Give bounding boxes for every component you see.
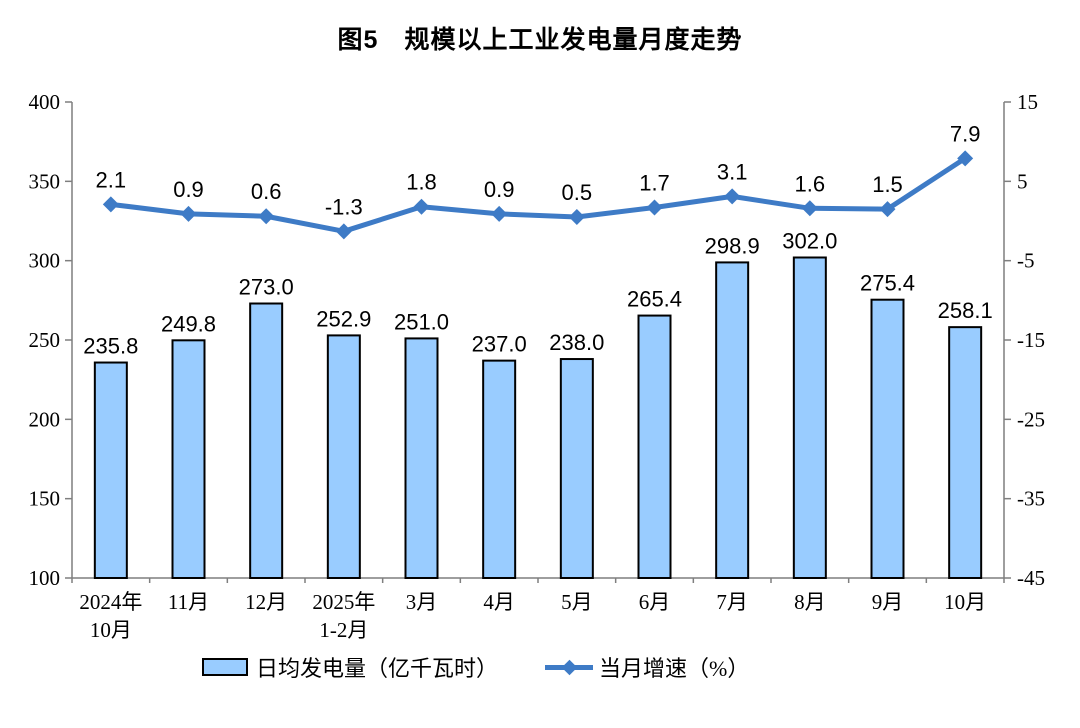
- line-value-label: 0.9: [173, 177, 204, 202]
- bar-value-label: 265.4: [627, 287, 682, 312]
- bar-value-label: 302.0: [782, 228, 837, 253]
- bar-value-label: 275.4: [860, 271, 915, 296]
- right-axis-tick-label: 5: [1017, 169, 1028, 193]
- bar-value-label: 251.0: [394, 309, 449, 334]
- line-value-label: 1.8: [406, 170, 437, 195]
- legend-line-label: 当月增速（%）: [599, 656, 750, 681]
- left-axis-tick-label: 350: [29, 169, 61, 193]
- bar-value-label: 252.9: [316, 306, 371, 331]
- line-value-label: 1.6: [795, 171, 826, 196]
- growth-line: [108, 155, 968, 234]
- left-axis-tick-label: 400: [29, 90, 61, 114]
- x-axis-label: 3月: [406, 590, 438, 614]
- bar-value-label: 258.1: [938, 298, 993, 323]
- line-value-label: 0.5: [562, 180, 593, 205]
- bar: [870, 298, 905, 579]
- line-marker-icon: [413, 198, 430, 215]
- x-axis-label: 1-2月: [319, 618, 368, 642]
- line-marker-icon: [258, 208, 275, 225]
- line-value-label: 3.1: [717, 159, 748, 184]
- line-value-label: 0.6: [251, 179, 282, 204]
- line-marker-icon: [801, 200, 818, 217]
- bar-value-label: 237.0: [472, 332, 527, 357]
- left-axis-tick-label: 300: [29, 249, 61, 273]
- line-value-label: 7.9: [950, 121, 981, 146]
- bar: [326, 334, 361, 580]
- x-axis-label: 2024年: [79, 590, 142, 614]
- right-axis-tick-label: -35: [1017, 487, 1045, 511]
- bar-swatch-icon: [202, 658, 248, 676]
- legend-item-line: 当月增速（%）: [545, 651, 749, 683]
- line-marker-icon: [724, 188, 741, 205]
- line-value-label: 1.7: [639, 171, 670, 196]
- line-value-label: 0.9: [484, 177, 515, 202]
- line-marker-icon: [879, 201, 896, 218]
- bar: [948, 326, 983, 580]
- bar: [559, 358, 594, 580]
- bar: [171, 339, 206, 579]
- x-axis-label: 10月: [944, 590, 986, 614]
- x-axis-label: 6月: [639, 590, 671, 614]
- line-value-label: -1.3: [325, 194, 363, 219]
- line-marker-icon: [957, 150, 974, 167]
- left-axis-tick-label: 200: [29, 407, 61, 431]
- left-axis-tick-label: 150: [29, 487, 61, 511]
- right-axis-tick-label: 15: [1017, 90, 1038, 114]
- bar-value-label: 298.9: [705, 233, 760, 258]
- right-axis-tick-label: -45: [1017, 566, 1045, 590]
- bar: [715, 261, 750, 579]
- line-marker-icon: [180, 205, 197, 222]
- x-axis-label: 7月: [716, 590, 748, 614]
- line-marker-icon: [102, 196, 119, 213]
- right-axis-tick-label: -15: [1017, 328, 1045, 352]
- bar: [404, 337, 439, 579]
- line-value-label: 2.1: [96, 167, 127, 192]
- bar-value-label: 238.0: [549, 330, 604, 355]
- x-axis-label: 11月: [168, 590, 209, 614]
- right-axis-tick-label: -5: [1017, 249, 1035, 273]
- legend-bar-label: 日均发电量（亿千瓦时）: [256, 656, 499, 681]
- bar-value-label: 249.8: [161, 311, 216, 336]
- line-marker-icon: [545, 659, 593, 676]
- line-value-label: 1.5: [872, 172, 903, 197]
- line-marker-icon: [568, 209, 585, 226]
- bar: [792, 256, 827, 579]
- x-axis-label: 8月: [794, 590, 826, 614]
- bar: [249, 302, 284, 579]
- x-axis-label: 10月: [90, 618, 132, 642]
- x-axis-label: 4月: [483, 590, 515, 614]
- line-marker-icon: [646, 199, 663, 216]
- x-axis-label: 9月: [872, 590, 904, 614]
- bar-value-label: 235.8: [83, 334, 138, 359]
- bar: [637, 314, 672, 579]
- left-axis-tick-label: 250: [29, 328, 61, 352]
- legend: 日均发电量（亿千瓦时） 当月增速（%）: [0, 651, 1080, 687]
- chart-title: 图5 规模以上工业发电量月度走势: [337, 26, 743, 54]
- bar: [93, 361, 128, 579]
- bar-value-label: 273.0: [239, 275, 294, 300]
- bar: [482, 359, 517, 580]
- x-axis-label: 5月: [561, 590, 593, 614]
- legend-item-bar: 日均发电量（亿千瓦时）: [202, 651, 498, 683]
- x-axis-label: 12月: [245, 590, 287, 614]
- x-axis-label: 2025年: [312, 590, 375, 614]
- line-marker-icon: [335, 223, 352, 240]
- right-axis-tick-label: -25: [1017, 407, 1045, 431]
- left-axis-tick-label: 100: [29, 566, 61, 590]
- line-marker-icon: [491, 205, 508, 222]
